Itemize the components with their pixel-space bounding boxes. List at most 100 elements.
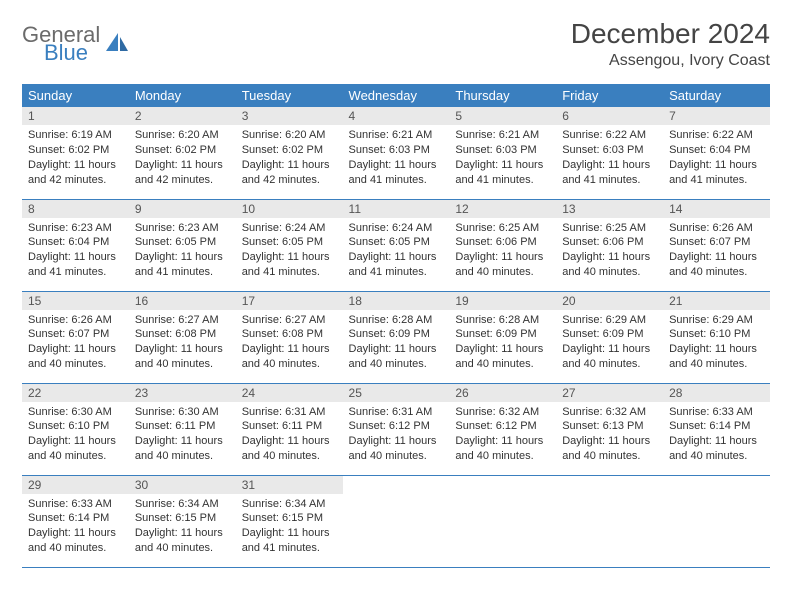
- day-body: Sunrise: 6:28 AMSunset: 6:09 PMDaylight:…: [343, 310, 450, 378]
- day-number: 22: [22, 384, 129, 402]
- daylight-line: Daylight: 11 hours and 40 minutes.: [349, 342, 444, 372]
- daylight-line: Daylight: 11 hours and 41 minutes.: [562, 158, 657, 188]
- day-number: 18: [343, 292, 450, 310]
- day-number: 4: [343, 107, 450, 125]
- day-body: Sunrise: 6:20 AMSunset: 6:02 PMDaylight:…: [236, 125, 343, 193]
- calendar-cell: 7Sunrise: 6:22 AMSunset: 6:04 PMDaylight…: [663, 107, 770, 199]
- daylight-line: Daylight: 11 hours and 42 minutes.: [28, 158, 123, 188]
- calendar-cell: 20 Sunrise: 6:29 AMSunset: 6:09 PMDayligh…: [556, 291, 663, 383]
- day-number: 16: [129, 292, 236, 310]
- sunset-line: Sunset: 6:03 PM: [349, 143, 444, 158]
- sunset-line: Sunset: 6:09 PM: [562, 327, 657, 342]
- calendar-cell: 11Sunrise: 6:24 AMSunset: 6:05 PMDayligh…: [343, 199, 450, 291]
- month-title: December 2024: [571, 18, 770, 50]
- daylight-line: Daylight: 11 hours and 40 minutes.: [669, 250, 764, 280]
- sunset-line: Sunset: 6:10 PM: [28, 419, 123, 434]
- day-body: Sunrise: 6:27 AMSunset: 6:08 PMDaylight:…: [129, 310, 236, 378]
- sunrise-line: Sunrise: 6:29 AM: [669, 313, 764, 328]
- sunrise-line: Sunrise: 6:21 AM: [455, 128, 550, 143]
- sunset-line: Sunset: 6:06 PM: [455, 235, 550, 250]
- daylight-line: Daylight: 11 hours and 40 minutes.: [562, 250, 657, 280]
- calendar-cell: 14Sunrise: 6:26 AMSunset: 6:07 PMDayligh…: [663, 199, 770, 291]
- day-number: 6: [556, 107, 663, 125]
- daylight-line: Daylight: 11 hours and 40 minutes.: [455, 250, 550, 280]
- day-body: Sunrise: 6:31 AMSunset: 6:12 PMDaylight:…: [343, 402, 450, 470]
- day-body: Sunrise: 6:33 AMSunset: 6:14 PMDaylight:…: [22, 494, 129, 562]
- header: General Blue December 2024 Assengou, Ivo…: [22, 18, 770, 70]
- sunset-line: Sunset: 6:11 PM: [242, 419, 337, 434]
- day-number: 14: [663, 200, 770, 218]
- day-body: Sunrise: 6:21 AMSunset: 6:03 PMDaylight:…: [343, 125, 450, 193]
- sunrise-line: Sunrise: 6:28 AM: [455, 313, 550, 328]
- sunset-line: Sunset: 6:09 PM: [455, 327, 550, 342]
- sunrise-line: Sunrise: 6:32 AM: [562, 405, 657, 420]
- calendar-cell: 30Sunrise: 6:34 AMSunset: 6:15 PMDayligh…: [129, 475, 236, 567]
- day-body: Sunrise: 6:32 AMSunset: 6:13 PMDaylight:…: [556, 402, 663, 470]
- sunset-line: Sunset: 6:02 PM: [242, 143, 337, 158]
- sunset-line: Sunset: 6:04 PM: [669, 143, 764, 158]
- day-header: Monday: [129, 84, 236, 107]
- day-body: Sunrise: 6:28 AMSunset: 6:09 PMDaylight:…: [449, 310, 556, 378]
- sunset-line: Sunset: 6:09 PM: [349, 327, 444, 342]
- calendar-cell: 31Sunrise: 6:34 AMSunset: 6:15 PMDayligh…: [236, 475, 343, 567]
- day-body: Sunrise: 6:34 AMSunset: 6:15 PMDaylight:…: [236, 494, 343, 562]
- day-header-row: SundayMondayTuesdayWednesdayThursdayFrid…: [22, 84, 770, 107]
- day-number: 15: [22, 292, 129, 310]
- sunrise-line: Sunrise: 6:21 AM: [349, 128, 444, 143]
- sunrise-line: Sunrise: 6:33 AM: [669, 405, 764, 420]
- sunrise-line: Sunrise: 6:27 AM: [242, 313, 337, 328]
- day-body: Sunrise: 6:30 AMSunset: 6:11 PMDaylight:…: [129, 402, 236, 470]
- daylight-line: Daylight: 11 hours and 41 minutes.: [669, 158, 764, 188]
- day-body: Sunrise: 6:22 AMSunset: 6:03 PMDaylight:…: [556, 125, 663, 193]
- day-number: 9: [129, 200, 236, 218]
- sunrise-line: Sunrise: 6:31 AM: [242, 405, 337, 420]
- day-body: Sunrise: 6:26 AMSunset: 6:07 PMDaylight:…: [22, 310, 129, 378]
- day-number: 30: [129, 476, 236, 494]
- sunset-line: Sunset: 6:05 PM: [135, 235, 230, 250]
- sunset-line: Sunset: 6:10 PM: [669, 327, 764, 342]
- daylight-line: Daylight: 11 hours and 41 minutes.: [242, 250, 337, 280]
- sunrise-line: Sunrise: 6:27 AM: [135, 313, 230, 328]
- sail-icon: [104, 31, 130, 58]
- calendar-cell: 2Sunrise: 6:20 AMSunset: 6:02 PMDaylight…: [129, 107, 236, 199]
- day-number: 19: [449, 292, 556, 310]
- calendar-cell: 26Sunrise: 6:32 AMSunset: 6:12 PMDayligh…: [449, 383, 556, 475]
- calendar-cell: 6Sunrise: 6:22 AMSunset: 6:03 PMDaylight…: [556, 107, 663, 199]
- calendar-week: 15Sunrise: 6:26 AMSunset: 6:07 PMDayligh…: [22, 291, 770, 383]
- calendar-cell: 16Sunrise: 6:27 AMSunset: 6:08 PMDayligh…: [129, 291, 236, 383]
- sunrise-line: Sunrise: 6:23 AM: [28, 221, 123, 236]
- calendar-cell: 5Sunrise: 6:21 AMSunset: 6:03 PMDaylight…: [449, 107, 556, 199]
- daylight-line: Daylight: 11 hours and 40 minutes.: [455, 434, 550, 464]
- sunset-line: Sunset: 6:14 PM: [669, 419, 764, 434]
- day-number: 20: [556, 292, 663, 310]
- calendar-cell: 9Sunrise: 6:23 AMSunset: 6:05 PMDaylight…: [129, 199, 236, 291]
- sunset-line: Sunset: 6:05 PM: [242, 235, 337, 250]
- calendar-cell: 4Sunrise: 6:21 AMSunset: 6:03 PMDaylight…: [343, 107, 450, 199]
- day-number: 21: [663, 292, 770, 310]
- day-number: 3: [236, 107, 343, 125]
- sunset-line: Sunset: 6:04 PM: [28, 235, 123, 250]
- sunset-line: Sunset: 6:03 PM: [455, 143, 550, 158]
- day-number: 2: [129, 107, 236, 125]
- day-body: Sunrise: 6:25 AMSunset: 6:06 PMDaylight:…: [556, 218, 663, 286]
- calendar-week: 8Sunrise: 6:23 AMSunset: 6:04 PMDaylight…: [22, 199, 770, 291]
- sunrise-line: Sunrise: 6:34 AM: [242, 497, 337, 512]
- daylight-line: Daylight: 11 hours and 40 minutes.: [562, 342, 657, 372]
- daylight-line: Daylight: 11 hours and 40 minutes.: [28, 342, 123, 372]
- day-number: 8: [22, 200, 129, 218]
- calendar-cell: 22Sunrise: 6:30 AMSunset: 6:10 PMDayligh…: [22, 383, 129, 475]
- day-number: 24: [236, 384, 343, 402]
- sunset-line: Sunset: 6:13 PM: [562, 419, 657, 434]
- calendar-cell: 1Sunrise: 6:19 AMSunset: 6:02 PMDaylight…: [22, 107, 129, 199]
- sunset-line: Sunset: 6:07 PM: [669, 235, 764, 250]
- sunrise-line: Sunrise: 6:29 AM: [562, 313, 657, 328]
- day-header: Sunday: [22, 84, 129, 107]
- calendar-cell: 13Sunrise: 6:25 AMSunset: 6:06 PMDayligh…: [556, 199, 663, 291]
- sunrise-line: Sunrise: 6:20 AM: [242, 128, 337, 143]
- sunset-line: Sunset: 6:15 PM: [242, 511, 337, 526]
- sunrise-line: Sunrise: 6:33 AM: [28, 497, 123, 512]
- daylight-line: Daylight: 11 hours and 41 minutes.: [349, 158, 444, 188]
- sunrise-line: Sunrise: 6:25 AM: [562, 221, 657, 236]
- sunrise-line: Sunrise: 6:23 AM: [135, 221, 230, 236]
- daylight-line: Daylight: 11 hours and 40 minutes.: [242, 434, 337, 464]
